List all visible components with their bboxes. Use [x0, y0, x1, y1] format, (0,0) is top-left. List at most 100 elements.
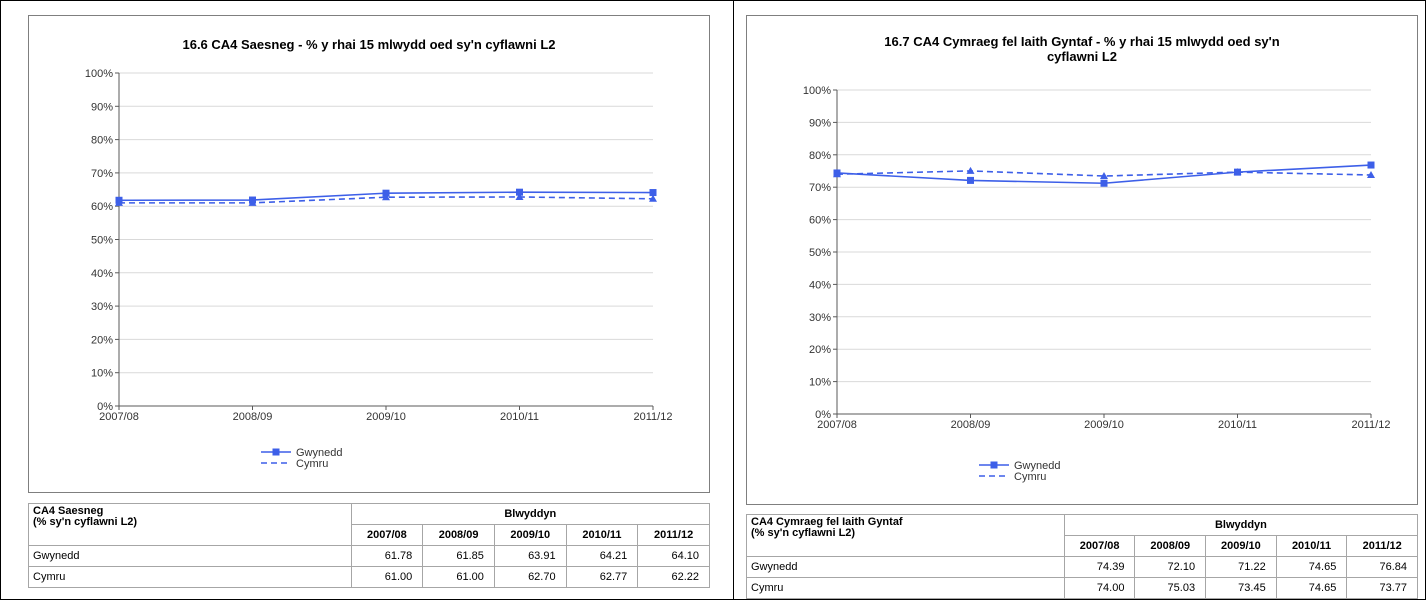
- data-point: [248, 198, 257, 206]
- table-cell: 62.70: [493, 566, 567, 588]
- table-label-left: CA4 Saesneg (% sy'n cyflawni L2): [28, 503, 352, 546]
- table-group-header: Blwyddyn: [350, 503, 711, 525]
- legend-label: Cymru: [1014, 471, 1046, 483]
- legend-label: Cymru: [296, 458, 328, 470]
- chart-title-left: 16.6 CA4 Saesneg - % y rhai 15 mlwydd oe…: [182, 37, 556, 52]
- table-year: 2007/08: [1063, 535, 1136, 557]
- series-line-cymru: [836, 170, 1372, 177]
- data-table-left: CA4 Saesneg (% sy'n cyflawni L2) Blwyddy…: [28, 503, 711, 588]
- data-point: [966, 166, 975, 174]
- table-cell: 73.45: [1205, 577, 1277, 599]
- legend-marker: [272, 448, 280, 456]
- table-row: Cymru 74.00 75.03 73.45 74.65 73.77: [746, 577, 1418, 599]
- series-line-cymru: [119, 196, 654, 204]
- y-tick-label: 0%: [97, 401, 113, 413]
- table-cell: 72.10: [1134, 556, 1207, 578]
- x-tick-label: 2009/10: [1084, 419, 1124, 431]
- x-tick-label: 2010/11: [1218, 419, 1257, 431]
- y-tick-label: 20%: [809, 344, 831, 356]
- y-tick-label: 20%: [91, 334, 113, 346]
- y-tick-label: 100%: [803, 85, 831, 97]
- chart-box-right: 16.7 CA4 Cymraeg fel Iaith Gyntaf - % y …: [746, 15, 1418, 505]
- y-tick-label: 30%: [809, 312, 831, 324]
- data-point: [382, 189, 390, 197]
- x-tick-label: 2011/12: [1352, 419, 1391, 431]
- table-cell: 62.22: [637, 566, 710, 588]
- table-cell: 74.65: [1275, 577, 1348, 599]
- x-tick-label: 2008/09: [233, 411, 273, 423]
- table-year: 2007/08: [350, 524, 424, 546]
- y-tick-label: 80%: [809, 150, 831, 162]
- table-row: Gwynedd 61.78 61.85 63.91 64.21 64.10: [28, 545, 710, 567]
- y-tick-label: 10%: [809, 377, 831, 389]
- data-point: [1367, 170, 1375, 178]
- table-group-header: Blwyddyn: [1063, 514, 1419, 536]
- table-cell: 64.10: [637, 545, 710, 567]
- y-tick-label: 80%: [91, 135, 113, 147]
- legend-marker: [990, 461, 998, 469]
- data-point: [833, 170, 841, 178]
- row-label: Cymru: [746, 577, 1065, 599]
- y-tick-label: 90%: [91, 101, 113, 113]
- y-tick-label: 50%: [809, 247, 831, 259]
- table-cell: 63.91: [493, 545, 567, 567]
- table-cell: 75.03: [1134, 577, 1207, 599]
- table-year: 2010/11: [1275, 535, 1348, 557]
- y-tick-label: 60%: [809, 215, 831, 227]
- data-point: [649, 189, 657, 197]
- table-cell: 74.39: [1063, 556, 1136, 578]
- chart-title-right-line2: cyflawni L2: [1046, 49, 1118, 64]
- x-tick-label: 2008/09: [951, 419, 991, 431]
- data-point: [1100, 179, 1108, 187]
- chart-title-right-line1: 16.7 CA4 Cymraeg fel Iaith Gyntaf - % y …: [884, 34, 1280, 49]
- y-tick-label: 100%: [85, 68, 113, 80]
- data-point: [1233, 168, 1242, 176]
- table-row: Cymru 61.00 61.00 62.70 62.77 62.22: [28, 566, 710, 588]
- data-point: [516, 188, 523, 196]
- table-year: 2008/09: [422, 524, 495, 546]
- table-cell: 76.84: [1346, 556, 1418, 578]
- table-cell: 62.77: [565, 566, 639, 588]
- chart-title-right: 16.7 CA4 Cymraeg fel Iaith Gyntaf - % y …: [747, 34, 1417, 64]
- data-point: [115, 198, 123, 206]
- table-cell: 64.21: [565, 545, 639, 567]
- data-table-right: CA4 Cymraeg fel Iaith Gyntaf (% sy'n cyf…: [746, 514, 1419, 599]
- table-cell: 61.00: [422, 566, 495, 588]
- legend-label: Gwynedd: [296, 447, 342, 459]
- table-year: 2009/10: [493, 524, 567, 546]
- table-cell: 74.65: [1275, 556, 1348, 578]
- y-tick-label: 30%: [91, 301, 113, 313]
- right-panel: 16.7 CA4 Cymraeg fel Iaith Gyntaf - % y …: [733, 0, 1426, 600]
- row-label: Gwynedd: [28, 545, 352, 567]
- x-tick-label: 2007/08: [817, 419, 857, 431]
- y-tick-label: 60%: [91, 201, 113, 213]
- y-tick-label: 40%: [91, 268, 113, 280]
- data-point: [649, 194, 657, 202]
- table-cell: 71.22: [1205, 556, 1277, 578]
- y-tick-label: 70%: [809, 182, 831, 194]
- table-label-right: CA4 Cymraeg fel Iaith Gyntaf (% sy'n cyf…: [746, 514, 1065, 557]
- data-point: [515, 192, 524, 200]
- table-year: 2009/10: [1205, 535, 1277, 557]
- table-cell: 73.77: [1346, 577, 1418, 599]
- y-tick-label: 0%: [815, 409, 831, 421]
- chart-svg-left: 0% 10% 20% 30% 40% 50% 60% 70% 80% 90% 100% 2007/08…: [85, 68, 673, 470]
- table-cell: 61.78: [350, 545, 424, 567]
- table-cell: 74.00: [1063, 577, 1136, 599]
- data-point: [1100, 172, 1108, 180]
- y-tick-label: 40%: [809, 279, 831, 291]
- legend-label: Gwynedd: [1014, 460, 1060, 472]
- table-year: 2011/12: [637, 524, 710, 546]
- y-tick-label: 70%: [91, 168, 113, 180]
- x-tick-label: 2011/12: [634, 411, 673, 423]
- x-tick-label: 2007/08: [99, 411, 139, 423]
- y-tick-label: 10%: [91, 368, 113, 380]
- chart-svg-right: 0% 10% 20% 30% 40% 50% 60% 70% 80% 90% 100% 2007/08…: [803, 85, 1391, 483]
- table-year: 2011/12: [1346, 535, 1418, 557]
- data-point: [967, 176, 974, 184]
- table-label-line1: CA4 Saesneg: [33, 505, 104, 517]
- left-panel: 16.6 CA4 Saesneg - % y rhai 15 mlwydd oe…: [0, 0, 733, 600]
- row-label: Cymru: [28, 566, 352, 588]
- table-row: Gwynedd 74.39 72.10 71.22 74.65 76.84: [746, 556, 1418, 578]
- x-tick-label: 2010/11: [500, 411, 539, 423]
